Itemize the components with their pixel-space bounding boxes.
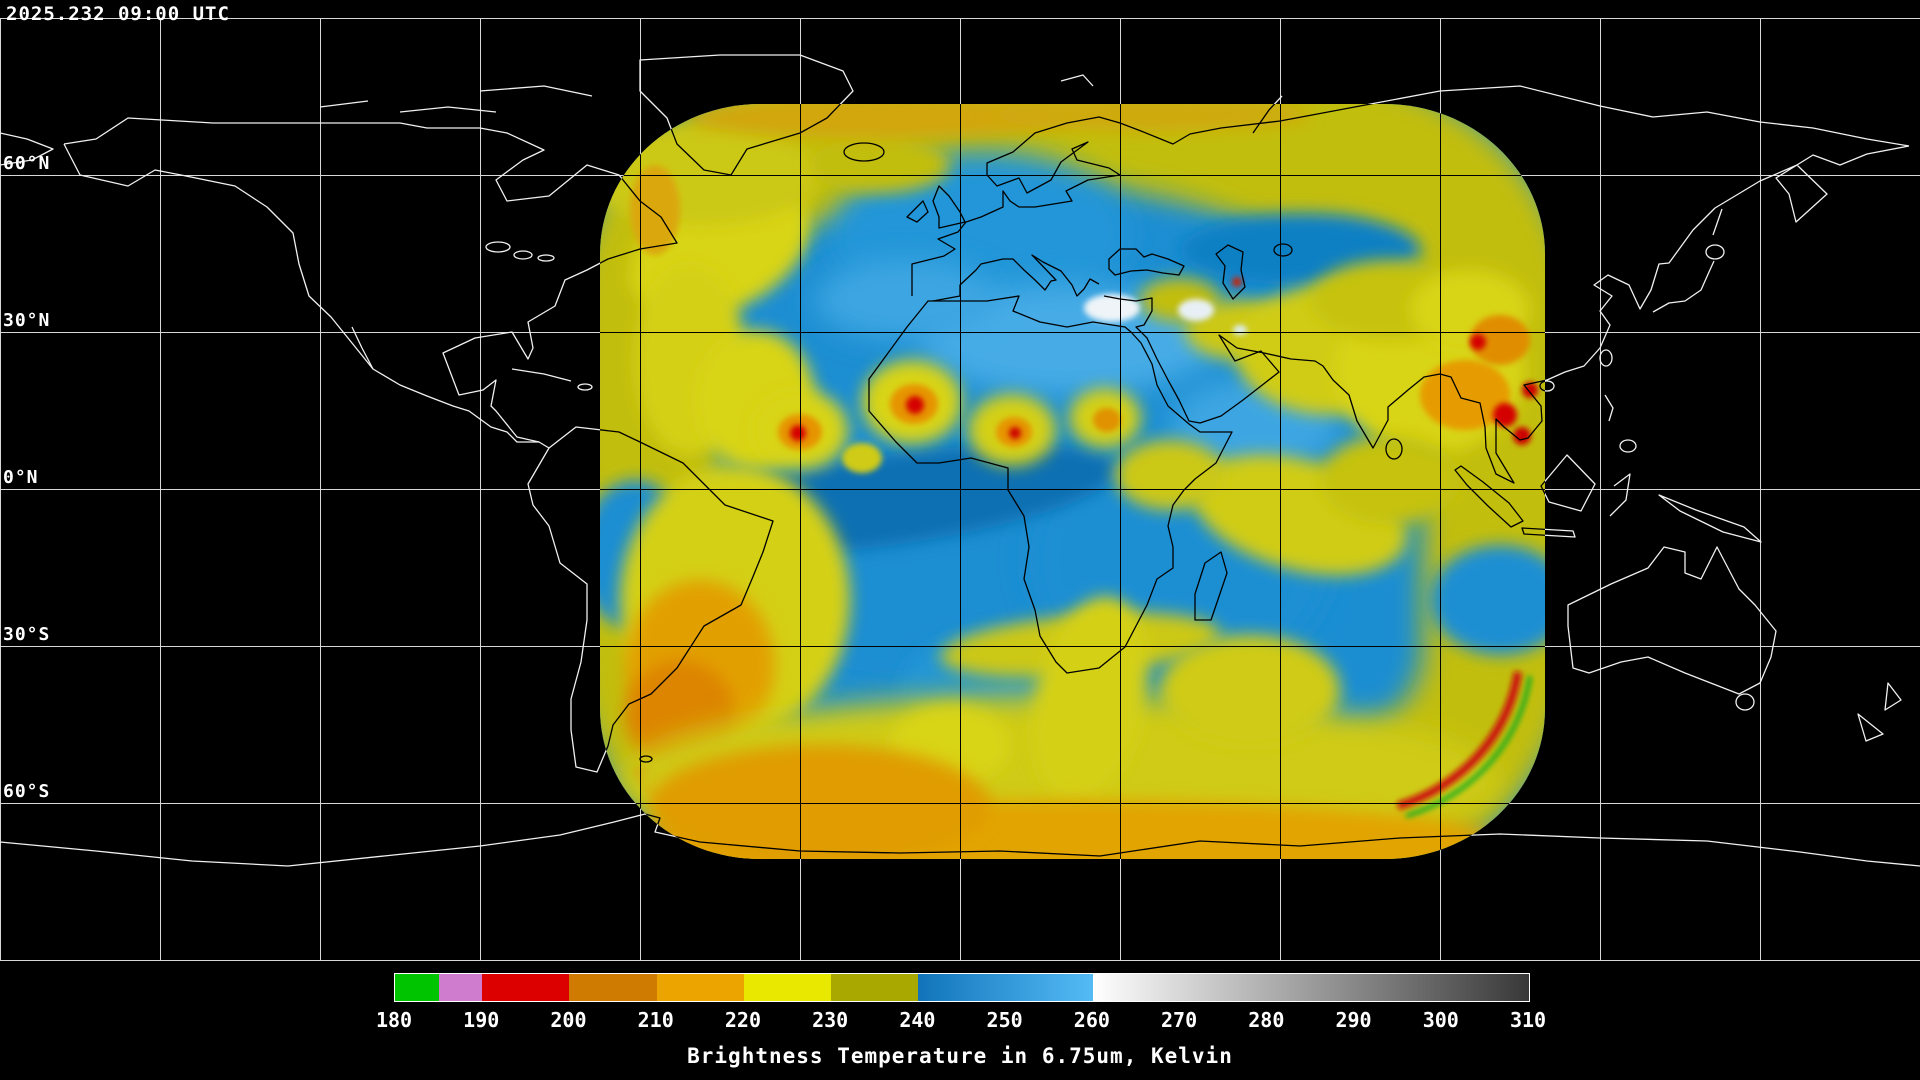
- coastline-path: [843, 142, 885, 162]
- colorbar-segment: [656, 974, 744, 1001]
- coastline-path: [1658, 494, 1762, 543]
- colorbar-segment: [918, 974, 1093, 1001]
- coastline-path: [511, 368, 572, 382]
- coastline-path: [537, 254, 555, 262]
- coastline-path: [1385, 438, 1403, 460]
- coastline-path: [1735, 693, 1755, 711]
- coastline-path: [1539, 380, 1545, 392]
- coastline-path: [63, 143, 550, 449]
- data-swath-texture: [600, 104, 1545, 859]
- coastline-path: [577, 383, 593, 391]
- coastline-path: [906, 200, 929, 223]
- coastline-path: [399, 106, 497, 113]
- coastline-path: [932, 254, 1100, 302]
- timestamp: 2025.232 09:00 UTC: [6, 3, 230, 25]
- colorbar-segment: [1092, 974, 1529, 1001]
- coastline-path: [1609, 473, 1631, 517]
- colorbar: [394, 973, 1530, 1002]
- coastline-path: [1108, 248, 1185, 276]
- coastline-path: [932, 185, 966, 229]
- coastline-path: [319, 100, 369, 108]
- colorbar-segment: [743, 974, 832, 1001]
- coastline-path: [600, 117, 678, 443]
- latitude-label-60s: 60°S: [3, 781, 51, 802]
- coastline-path: [1540, 454, 1596, 512]
- coastline-path: [868, 295, 1233, 674]
- coastline-path: [1705, 244, 1725, 260]
- coastline-path: [1712, 208, 1723, 236]
- latitude-label-30s: 30°S: [3, 624, 51, 645]
- coastline-path: [1884, 682, 1902, 711]
- coastline-path: [1273, 243, 1293, 257]
- coastline-path: [479, 85, 593, 97]
- coastline-path: [639, 755, 653, 763]
- coastline-path: [1599, 349, 1613, 367]
- coastline-path: [1194, 551, 1228, 621]
- coastline-path: [1103, 145, 1545, 484]
- coastline-path: [1857, 713, 1884, 742]
- colorbar-segment: [395, 974, 439, 1001]
- coastline-path: [485, 241, 511, 253]
- coastline-path: [1215, 244, 1246, 300]
- coastline-path: [1652, 260, 1715, 313]
- latitude-label-60n: 60°N: [3, 153, 51, 174]
- coastline-path: [1060, 74, 1094, 87]
- colorbar-segment: [438, 974, 483, 1001]
- latitude-label-0n: 0°N: [3, 467, 39, 488]
- coastline-path: [911, 104, 1545, 296]
- coastline-path: [1252, 104, 1283, 134]
- colorbar-segment: [831, 974, 919, 1001]
- gridlines-over-swath: [600, 104, 1545, 859]
- coastline-path: [1619, 439, 1637, 453]
- coastline-path: [0, 132, 54, 166]
- coastline-path: [1521, 527, 1545, 538]
- coastline-path: [1567, 546, 1777, 695]
- coastline-path: [351, 326, 374, 370]
- coastline-path: [1604, 394, 1614, 422]
- colorbar-segment: [482, 974, 570, 1001]
- coastline-path: [600, 426, 774, 773]
- coastline-path: [1454, 465, 1524, 528]
- coastline-path: [513, 250, 533, 260]
- coastline-path: [600, 813, 1545, 859]
- colorbar-segment: [569, 974, 657, 1001]
- latitude-label-30n: 30°N: [3, 310, 51, 331]
- satellite-data-swath: [600, 104, 1545, 859]
- colorbar-title: Brightness Temperature in 6.75um, Kelvin: [687, 1044, 1233, 1068]
